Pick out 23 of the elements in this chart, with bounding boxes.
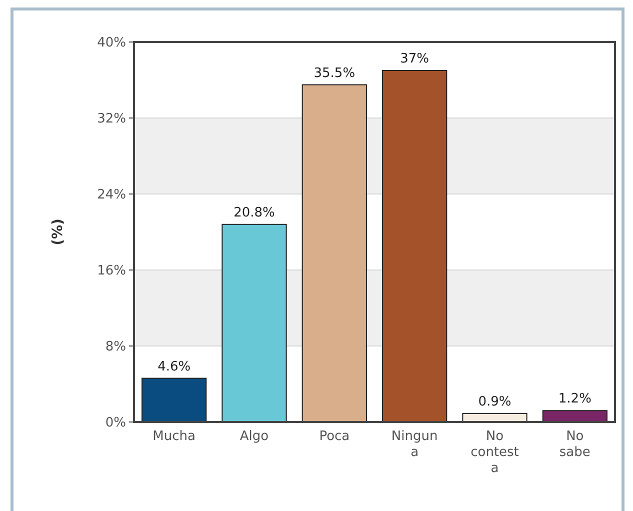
y-tick-label: 8%	[105, 340, 126, 355]
x-tick-label: Algo	[240, 429, 269, 444]
y-tick-label: 0%	[105, 416, 126, 431]
x-tick-label: Poca	[319, 429, 350, 444]
y-tick-label: 40%	[97, 36, 126, 51]
bar	[382, 70, 448, 422]
x-tick-label: Ningun a	[391, 429, 438, 460]
x-tick-label: Mucha	[152, 429, 196, 444]
x-tick-label: No sabe	[559, 429, 590, 460]
y-tick-label: 24%	[97, 188, 126, 203]
bar	[222, 224, 287, 422]
data-label: 20.8%	[234, 205, 275, 220]
bar	[302, 84, 367, 422]
y-tick-label: 16%	[97, 264, 126, 279]
data-label: 1.2%	[558, 392, 592, 407]
data-label: 0.9%	[478, 394, 512, 410]
data-label: 35.5%	[314, 66, 356, 81]
y-tick-label: 32%	[97, 112, 126, 127]
bar	[142, 378, 207, 422]
data-label: 37%	[400, 52, 430, 66]
y-axis-title: (%)	[50, 218, 66, 246]
data-label: 4.6%	[158, 359, 191, 374]
x-tick-label: No contest a	[470, 429, 519, 476]
